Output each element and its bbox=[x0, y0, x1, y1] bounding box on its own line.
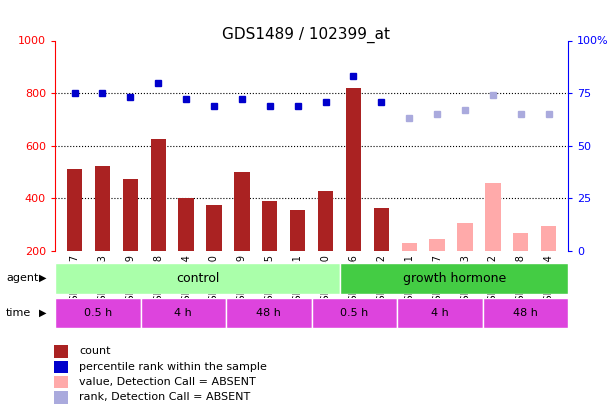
Text: 0.5 h: 0.5 h bbox=[84, 308, 112, 318]
Bar bbox=[54, 391, 68, 403]
Text: percentile rank within the sample: percentile rank within the sample bbox=[79, 362, 267, 372]
Bar bbox=[178, 198, 194, 251]
Bar bbox=[485, 183, 500, 251]
Text: 48 h: 48 h bbox=[513, 308, 538, 318]
Bar bbox=[234, 172, 249, 251]
Bar bbox=[67, 169, 82, 251]
Bar bbox=[95, 166, 110, 251]
Text: rank, Detection Call = ABSENT: rank, Detection Call = ABSENT bbox=[79, 392, 251, 402]
Text: 48 h: 48 h bbox=[257, 308, 281, 318]
Bar bbox=[483, 298, 568, 328]
Text: 4 h: 4 h bbox=[174, 308, 192, 318]
Text: value, Detection Call = ABSENT: value, Detection Call = ABSENT bbox=[79, 377, 256, 387]
Bar bbox=[346, 88, 361, 251]
Bar bbox=[374, 208, 389, 251]
Bar bbox=[141, 298, 226, 328]
Bar bbox=[458, 224, 473, 251]
Text: growth hormone: growth hormone bbox=[403, 272, 506, 285]
Bar bbox=[340, 263, 568, 294]
Bar bbox=[54, 376, 68, 388]
Text: agent: agent bbox=[6, 273, 38, 283]
Bar bbox=[312, 298, 397, 328]
Bar bbox=[55, 263, 340, 294]
Bar bbox=[207, 205, 222, 251]
Text: ▶: ▶ bbox=[38, 273, 46, 283]
Bar bbox=[290, 210, 306, 251]
Text: ▶: ▶ bbox=[38, 308, 46, 318]
Text: time: time bbox=[6, 308, 31, 318]
Bar bbox=[54, 360, 68, 373]
Text: count: count bbox=[79, 346, 111, 356]
Text: control: control bbox=[176, 272, 219, 285]
Bar bbox=[318, 191, 333, 251]
Bar bbox=[150, 139, 166, 251]
Text: 4 h: 4 h bbox=[431, 308, 449, 318]
Bar bbox=[262, 201, 277, 251]
Bar bbox=[55, 298, 141, 328]
Bar bbox=[54, 345, 68, 358]
Bar bbox=[397, 298, 483, 328]
Bar bbox=[430, 239, 445, 251]
Bar bbox=[513, 232, 529, 251]
Bar bbox=[541, 226, 557, 251]
Bar bbox=[226, 298, 312, 328]
Bar bbox=[401, 243, 417, 251]
Text: GDS1489 / 102399_at: GDS1489 / 102399_at bbox=[222, 26, 389, 43]
Text: 0.5 h: 0.5 h bbox=[340, 308, 368, 318]
Bar bbox=[123, 179, 138, 251]
